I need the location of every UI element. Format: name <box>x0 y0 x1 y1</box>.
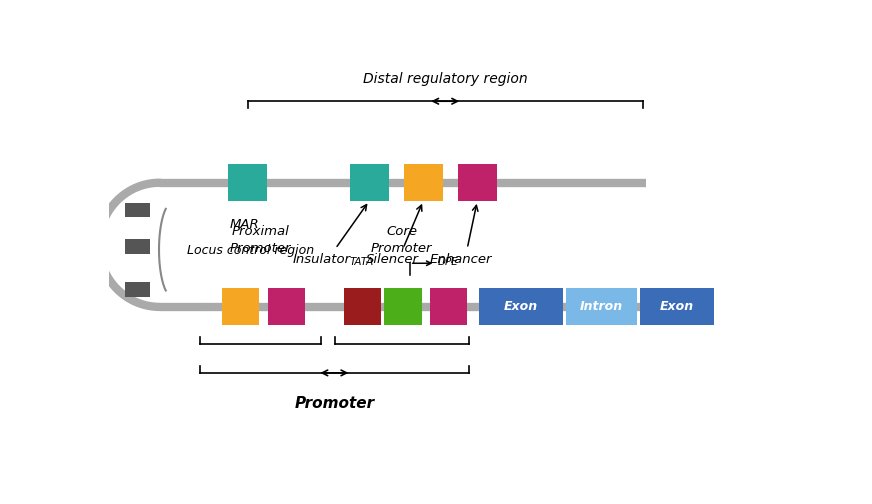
Bar <box>385 288 421 326</box>
Text: DPE: DPE <box>438 257 459 267</box>
Bar <box>125 282 150 297</box>
Text: Enhancer: Enhancer <box>429 253 492 266</box>
Bar <box>480 288 563 326</box>
Bar <box>458 164 497 201</box>
Bar <box>640 288 714 326</box>
Bar <box>125 239 150 254</box>
Bar <box>430 288 467 326</box>
Bar <box>404 164 443 201</box>
Text: Distal regulatory region: Distal regulatory region <box>363 72 528 86</box>
Bar <box>350 164 389 201</box>
Bar <box>269 288 305 326</box>
Text: Exon: Exon <box>660 300 694 313</box>
Text: Intron: Intron <box>580 300 623 313</box>
Text: Exon: Exon <box>504 300 538 313</box>
Text: Silencer: Silencer <box>366 253 419 266</box>
Text: Core
Promoter: Core Promoter <box>371 225 433 256</box>
Bar <box>228 164 267 201</box>
Bar <box>125 203 150 217</box>
Bar <box>566 288 637 326</box>
Bar <box>222 288 259 326</box>
Text: Promoter: Promoter <box>295 396 374 411</box>
Text: MAR: MAR <box>229 218 259 231</box>
Bar <box>344 288 381 326</box>
Text: Locus control region: Locus control region <box>187 244 314 257</box>
Text: Insulator: Insulator <box>293 253 351 266</box>
Text: Proximal
Promoter: Proximal Promoter <box>229 225 291 256</box>
Text: TATA: TATA <box>350 257 374 267</box>
